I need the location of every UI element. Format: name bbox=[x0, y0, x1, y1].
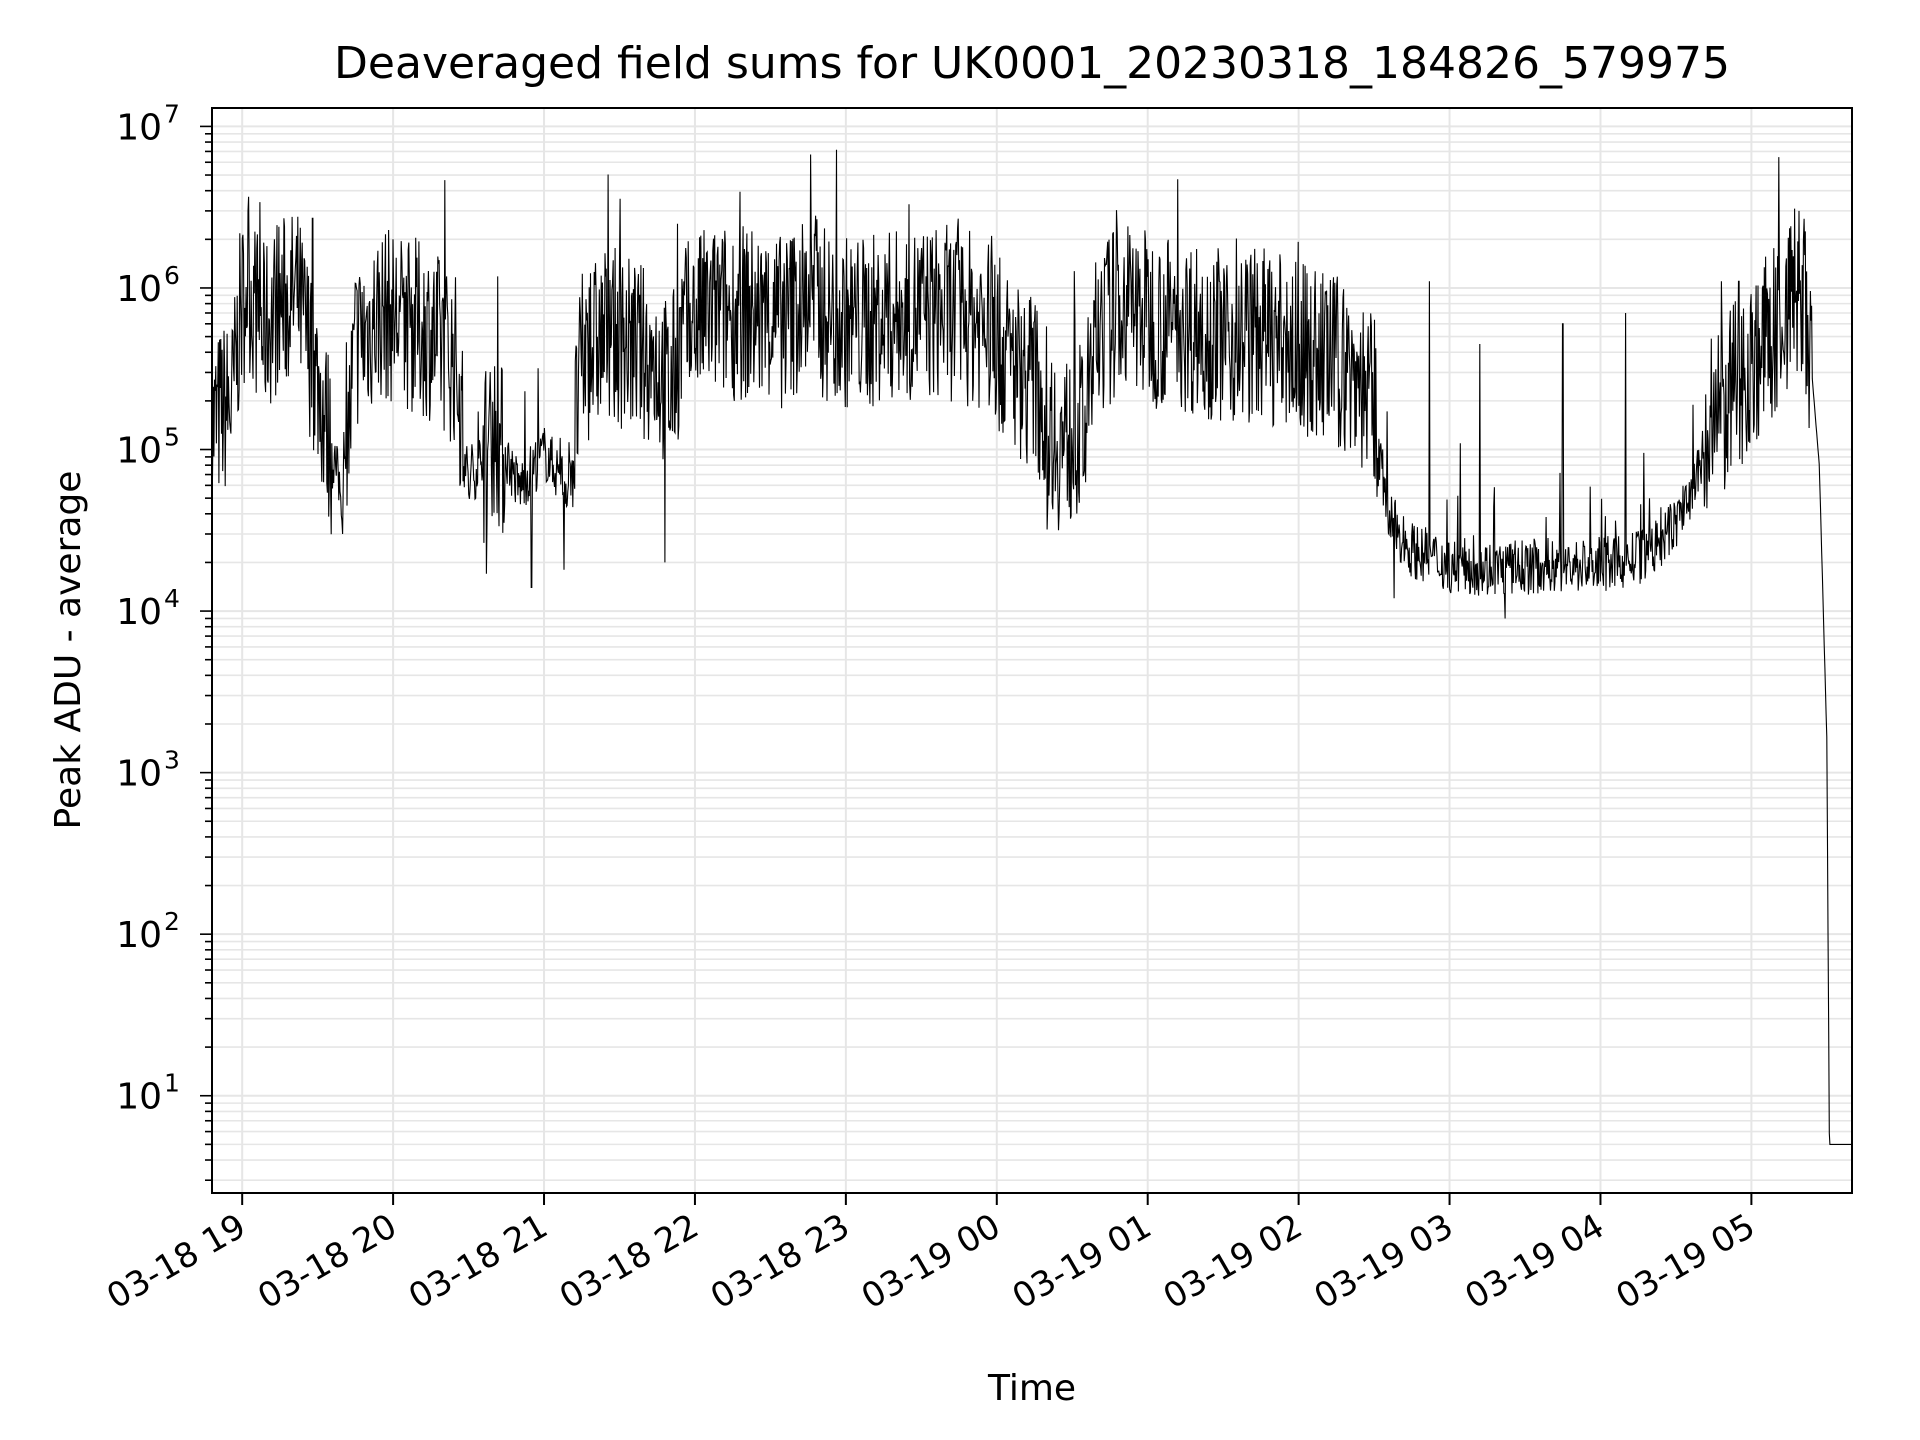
y-tick-exponent: 5 bbox=[164, 423, 180, 452]
y-tick-exponent: 6 bbox=[164, 261, 180, 290]
y-tick-exponent: 1 bbox=[164, 1069, 180, 1098]
chart-title: Deaveraged field sums for UK0001_2023031… bbox=[334, 38, 1730, 89]
y-tick-exponent: 2 bbox=[164, 907, 180, 936]
axes-frame bbox=[211, 107, 1853, 1194]
y-tick-label: 10 bbox=[116, 754, 162, 795]
series-line bbox=[211, 149, 1852, 1145]
y-tick-label: 10 bbox=[116, 431, 162, 472]
y-axis-label: Peak ADU - average bbox=[48, 471, 89, 830]
y-tick-label: 10 bbox=[116, 107, 162, 148]
y-tick-exponent: 7 bbox=[164, 99, 180, 128]
y-tick-label: 10 bbox=[116, 269, 162, 310]
grid-lines bbox=[212, 108, 1852, 1193]
y-tick-exponent: 4 bbox=[164, 584, 180, 613]
y-tick-exponent: 3 bbox=[164, 746, 180, 775]
x-axis-label: Time bbox=[987, 1368, 1076, 1409]
y-tick-label: 10 bbox=[116, 1077, 162, 1118]
plot-area bbox=[211, 149, 1852, 1145]
y-tick-label: 10 bbox=[116, 592, 162, 633]
y-tick-label: 10 bbox=[116, 915, 162, 956]
